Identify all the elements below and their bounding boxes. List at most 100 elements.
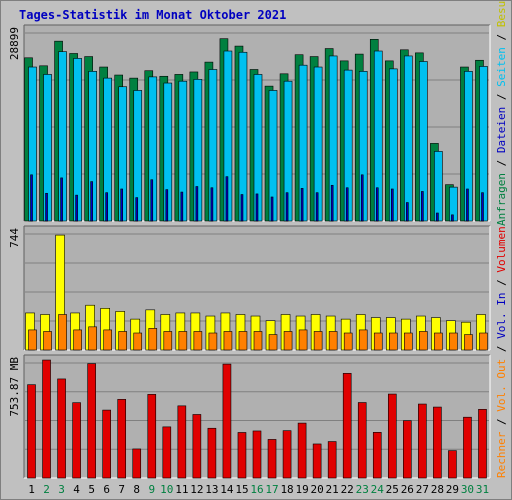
legend-entry: Vol. Out	[495, 359, 508, 412]
x-tick-label: 15	[235, 483, 248, 496]
bar-seiten	[45, 192, 48, 222]
bar-volumen	[222, 363, 232, 479]
bar-volumen	[282, 430, 292, 479]
bar-rechner	[118, 331, 128, 351]
bar-volumen	[177, 405, 187, 479]
bar-seiten	[345, 187, 349, 222]
bar-rechner	[73, 329, 82, 351]
bar-seiten	[210, 187, 214, 222]
x-tick-label: 9	[148, 483, 155, 496]
x-tick-label: 11	[175, 483, 188, 496]
x-tick-label: 1	[28, 483, 35, 496]
bar-rechner	[298, 329, 308, 351]
x-tick-label: 5	[88, 483, 95, 496]
bar-rechner	[434, 332, 443, 351]
bar-volumen	[57, 378, 66, 479]
x-tick-label: 22	[341, 483, 354, 496]
bar-volumen	[267, 439, 277, 479]
legend-separator: /	[495, 153, 508, 173]
bar-seiten	[225, 176, 229, 222]
bar-volumen	[252, 430, 262, 479]
bar-volumen	[418, 403, 427, 479]
bar-seiten	[135, 197, 139, 222]
x-tick-label: 8	[133, 483, 140, 496]
x-tick-label: 2	[43, 483, 50, 496]
x-tick-label: 30	[461, 483, 474, 496]
bar-seiten	[466, 188, 469, 222]
bar-volumen	[42, 359, 51, 479]
bar-rechner	[313, 331, 323, 351]
bar-dateien	[404, 55, 413, 222]
bar-volumen	[297, 422, 307, 479]
x-tick-label: 13	[205, 483, 218, 496]
bar-seiten	[315, 192, 319, 222]
bar-rechner	[268, 334, 278, 351]
bar-volumen	[117, 399, 127, 479]
bar-rechner	[328, 331, 338, 351]
bar-rechner	[479, 332, 488, 351]
bar-volumen	[387, 393, 397, 479]
bar-rechner	[253, 331, 263, 351]
bar-seiten	[195, 186, 199, 222]
bar-seiten	[30, 174, 33, 222]
x-tick-label: 31	[476, 483, 489, 496]
bar-volumen	[87, 363, 96, 479]
x-tick-label: 21	[326, 483, 339, 496]
bar-rechner	[28, 329, 37, 351]
bar-rechner	[88, 326, 97, 351]
bar-seiten	[105, 192, 108, 222]
x-tick-label: 19	[295, 483, 308, 496]
bar-seiten	[270, 196, 274, 222]
x-tick-label: 28	[431, 483, 444, 496]
x-tick-label: 14	[220, 483, 234, 496]
x-tick-label: 6	[103, 483, 110, 496]
y-max-label: 753.87 MB	[8, 357, 21, 417]
x-tick-label: 10	[160, 483, 173, 496]
bar-volumen	[207, 427, 217, 479]
bar-seiten	[451, 214, 454, 222]
bar-seiten	[375, 187, 379, 222]
bar-seiten	[330, 184, 334, 222]
bar-volumen	[342, 373, 352, 479]
bar-rechner	[163, 331, 173, 351]
legend-separator: /	[495, 339, 508, 359]
bar-rechner	[373, 332, 383, 351]
legend-separator: /	[495, 27, 508, 47]
bar-volumen	[132, 448, 142, 479]
bar-volumen	[448, 450, 457, 479]
bar-rechner	[358, 329, 368, 351]
bar-seiten	[240, 194, 244, 222]
x-tick-label: 29	[446, 483, 459, 496]
x-tick-label: 12	[190, 483, 203, 496]
x-tick-label: 26	[401, 483, 414, 496]
bar-volumen	[312, 443, 322, 479]
bar-seiten	[390, 188, 394, 222]
bar-rechner	[58, 314, 67, 351]
x-tick-label: 4	[73, 483, 80, 496]
legend-separator: /	[495, 87, 508, 107]
bar-volumen	[357, 402, 367, 479]
bar-rechner	[193, 331, 203, 351]
bar-seiten	[300, 188, 304, 222]
bar-volumen	[403, 420, 412, 479]
bar-seiten	[120, 188, 124, 222]
bar-seiten	[255, 193, 259, 222]
bar-volumen	[162, 426, 172, 479]
bar-rechner	[404, 332, 413, 351]
x-tick-label: 16	[250, 483, 263, 496]
x-tick-label: 7	[118, 483, 125, 496]
bar-seiten	[360, 174, 364, 222]
x-tick-label: 25	[386, 483, 399, 496]
bar-seiten	[75, 194, 78, 222]
bar-volumen	[372, 432, 382, 479]
bar-rechner	[283, 331, 293, 351]
bar-volumen	[237, 432, 247, 479]
bar-rechner	[208, 332, 218, 351]
y-max-label: 744	[8, 228, 21, 248]
bar-rechner	[449, 332, 458, 351]
legend: Anfragen / Dateien / Seiten / Besuche	[495, 0, 508, 226]
chart-title: Tages-Statistik im Monat Oktober 2021	[19, 8, 287, 22]
bar-rechner	[223, 331, 233, 351]
bar-volumen	[147, 394, 157, 479]
